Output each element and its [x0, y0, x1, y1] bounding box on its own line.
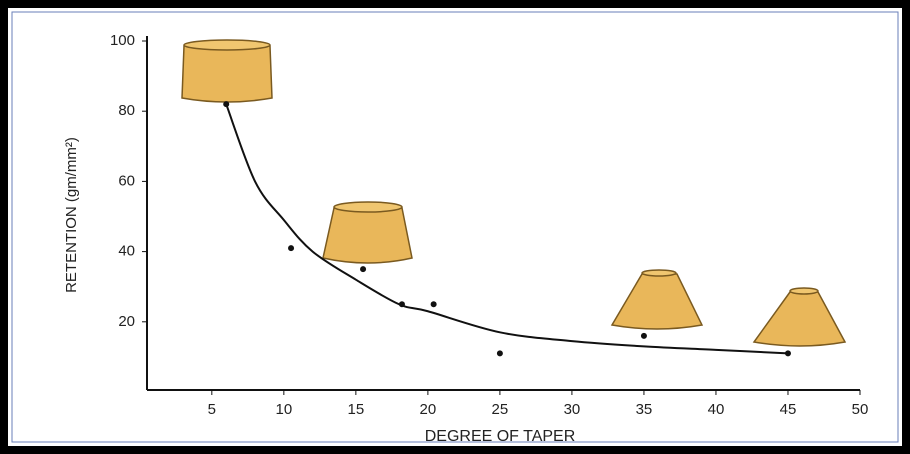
- x-tick-label: 35: [636, 401, 653, 418]
- x-tick-label: 50: [852, 401, 869, 418]
- cone-illustration: [752, 291, 847, 347]
- y-tick-label: 80: [118, 102, 135, 119]
- cone-top: [333, 201, 403, 213]
- x-tick-label: 5: [208, 401, 216, 418]
- x-axis-title: DEGREE OF TAPER: [425, 428, 576, 445]
- cone-top: [789, 287, 819, 295]
- y-tick-label: 20: [118, 313, 135, 330]
- data-point: [496, 350, 503, 357]
- data-point: [360, 266, 367, 273]
- x-tick-label: 30: [564, 401, 581, 418]
- y-tick-label: 100: [110, 32, 135, 49]
- illustrations: [181, 39, 847, 347]
- cylinder-top: [183, 39, 271, 51]
- fit-curve: [225, 103, 789, 355]
- data-point: [223, 101, 230, 108]
- x-tick-label: 25: [492, 401, 509, 418]
- data-point: [398, 301, 405, 308]
- x-tick-label: 40: [708, 401, 725, 418]
- data-point: [430, 301, 437, 308]
- x-tick-label: 20: [420, 401, 437, 418]
- y-tick-label: 40: [118, 243, 135, 260]
- data-point: [288, 245, 295, 252]
- cylinder-illustration: [181, 45, 273, 103]
- inner-frame: [11, 11, 899, 443]
- y-tick-label: 60: [118, 172, 135, 189]
- cone-top: [641, 269, 677, 277]
- x-tick-label: 45: [780, 401, 797, 418]
- data-point: [784, 350, 791, 357]
- x-tick-label: 10: [275, 401, 292, 418]
- data-point: [640, 332, 647, 339]
- cone-illustration: [322, 207, 413, 264]
- x-tick-label: 15: [348, 401, 365, 418]
- y-axis-title: RETENTION (gm/mm²): [63, 137, 80, 293]
- cone-illustration: [610, 273, 704, 330]
